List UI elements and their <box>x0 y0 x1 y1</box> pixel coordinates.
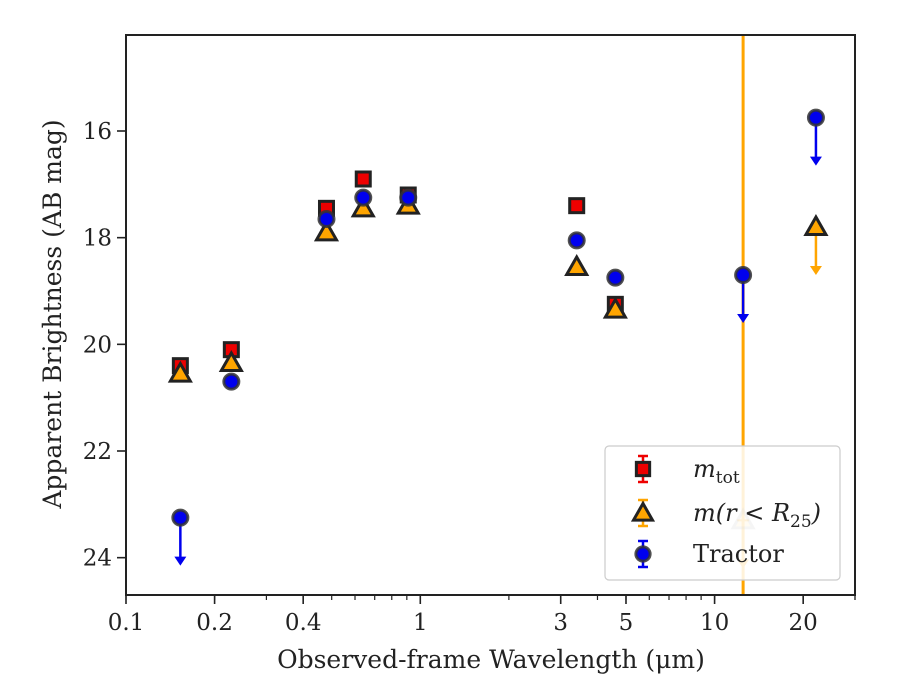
y-tick-label: 18 <box>83 226 112 252</box>
series-tractor-marker <box>567 231 586 250</box>
legend-label: Tractor <box>693 540 784 568</box>
series-tractor-marker <box>354 188 373 207</box>
series-tractor-point <box>354 188 373 207</box>
x-tick-label: 20 <box>789 610 818 636</box>
series-mtot <box>171 170 624 375</box>
series-tractor-marker <box>734 266 753 284</box>
series-m-r-lt-r25-marker <box>218 349 244 372</box>
axis-ticks: 0.1 0.2 0.4 1 3 5 10 20 16 18 20 22 24 <box>83 119 856 636</box>
upper-limit-arrow-head <box>737 314 750 323</box>
y-axis-label: Apparent Brightness (AB mag) <box>38 119 67 509</box>
legend-marker <box>634 460 652 478</box>
series-tractor-point <box>734 266 753 284</box>
legend-label-subscript: 25 <box>790 512 812 532</box>
series-mtot-marker <box>354 170 372 188</box>
series-tractor-marker <box>317 210 336 228</box>
legend-item-m-r-lt-r25: m(r < R25) <box>630 498 821 532</box>
legend-box <box>604 445 841 581</box>
axes-frame <box>125 34 856 596</box>
x-tick-label: 1 <box>413 610 428 636</box>
series-tractor-point <box>317 210 336 228</box>
series-m-r-lt-r25-point <box>564 253 590 276</box>
series-m-r-lt-r25-marker <box>803 213 829 236</box>
series-tractor-point <box>222 372 241 391</box>
series-mtot-marker <box>568 197 586 215</box>
series-tractor-marker <box>806 108 825 127</box>
x-tick-label: 0.2 <box>196 610 233 636</box>
legend-label-tail: ) <box>811 499 821 527</box>
series-tractor-marker <box>606 268 625 287</box>
series-m-r-lt-r25-point <box>803 213 829 236</box>
series-mtot-point <box>568 197 586 215</box>
y-tick-label: 20 <box>83 332 112 358</box>
upper-limit-arrow-head <box>174 556 187 566</box>
legend-label-subscript: tot <box>716 468 740 488</box>
x-tick-label: 0.1 <box>108 610 145 636</box>
series-tractor <box>171 108 825 566</box>
legend-label: m(r < R25) <box>693 499 821 532</box>
series-tractor-point <box>567 231 586 250</box>
legend-marker <box>634 545 652 563</box>
series-tractor-marker <box>222 372 241 391</box>
upper-limit-arrow-head <box>809 266 822 275</box>
legend-label-base: m(r < R <box>693 499 790 527</box>
series-m-r-lt-r25-marker <box>167 360 193 383</box>
series-m-r-lt-r25-marker <box>313 219 340 242</box>
y-tick-label: 24 <box>83 546 112 572</box>
y-tick-label: 16 <box>83 119 112 145</box>
series-tractor-marker <box>171 508 190 527</box>
y-tick-label: 22 <box>83 439 112 465</box>
legend: mtot m(r < R25) Tractor <box>604 445 841 581</box>
series-m-r-lt-r25-marker <box>350 195 376 218</box>
x-axis-label: Observed-frame Wavelength (μm) <box>277 645 705 674</box>
legend-label: mtot <box>693 455 740 488</box>
x-tick-label: 5 <box>619 610 634 636</box>
x-tick-label: 0.4 <box>285 610 322 636</box>
upper-limit-arrow-head <box>809 156 822 166</box>
series-tractor-point <box>606 268 625 287</box>
series-tractor-point <box>399 188 418 207</box>
series-m-r-lt-r25-point <box>218 349 244 372</box>
series-mtot-point <box>354 170 372 188</box>
series-tractor-point <box>171 508 190 527</box>
legend-item-mtot: mtot <box>634 454 740 488</box>
legend-marker <box>630 500 656 522</box>
series-m-r-lt-r25-point <box>167 360 193 383</box>
series-m-r-lt-r25-point <box>602 296 628 319</box>
series-m-r-lt-r25-marker <box>564 253 590 276</box>
series-m-r-lt-r25-marker <box>602 296 628 319</box>
series-m-r-lt-r25-point <box>350 195 376 218</box>
x-tick-label: 10 <box>700 610 729 636</box>
series-tractor-point <box>806 108 825 127</box>
x-tick-label: 3 <box>553 610 568 636</box>
legend-label-base: m <box>693 455 716 483</box>
series-m-r-lt-r25-point <box>313 219 340 242</box>
series-tractor-marker <box>399 188 418 207</box>
legend-item-tractor: Tractor <box>634 539 784 569</box>
